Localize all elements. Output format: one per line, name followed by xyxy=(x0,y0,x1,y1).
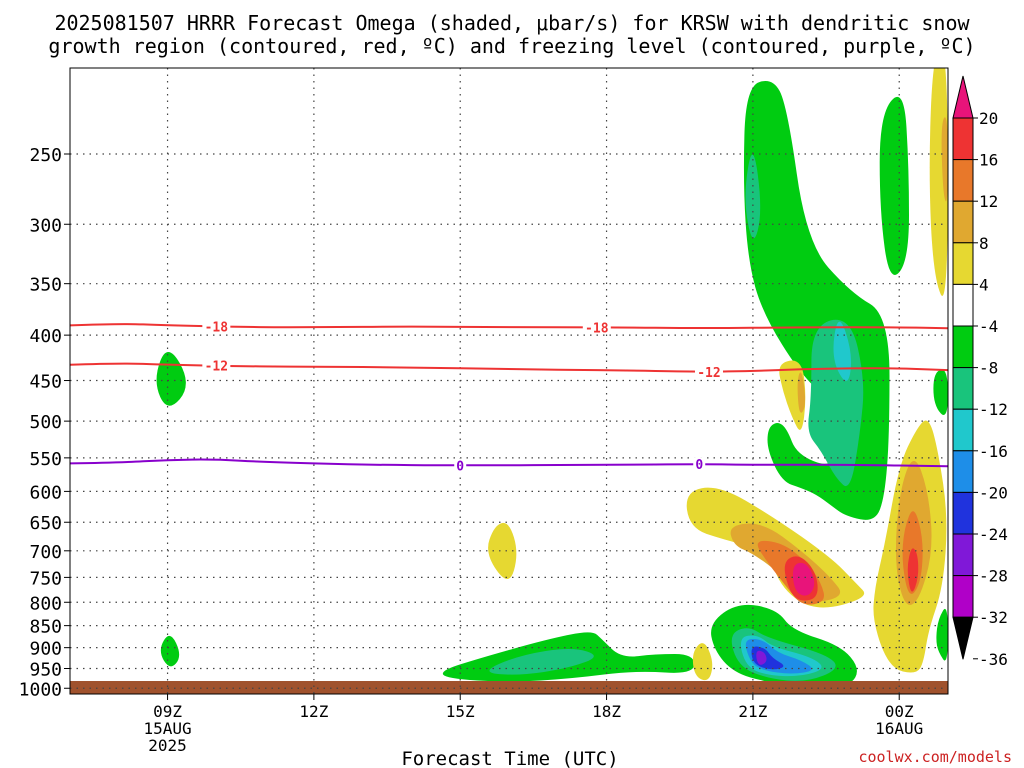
x-tick-label-00Z: 00Z xyxy=(885,702,914,721)
y-tick-label-550: 550 xyxy=(29,449,62,470)
y-tick-label-600: 600 xyxy=(29,482,62,503)
source-credit: coolwx.com/models xyxy=(858,748,1012,766)
y-tick-label-300: 300 xyxy=(29,215,62,236)
colorbar-label-12: 12 xyxy=(979,192,998,211)
x-tick-label-2025: 2025 xyxy=(148,736,187,755)
omega-area-24 xyxy=(907,548,919,592)
contour-label-bg xyxy=(694,364,723,379)
colorbar-top-arrow xyxy=(952,75,974,119)
contour-label-bg xyxy=(202,319,231,334)
colorbar-label-16: 16 xyxy=(979,151,998,170)
contour-label-bg xyxy=(693,457,706,472)
colorbar-label--16: -16 xyxy=(979,442,1008,461)
omega-area-9 xyxy=(833,321,852,381)
omega-area-1 xyxy=(160,635,180,667)
contour-label-bg xyxy=(582,320,611,335)
colorbar-label-8: 8 xyxy=(979,234,989,253)
x-tick-label-18Z: 18Z xyxy=(592,702,621,721)
x-tick-label-09Z: 09Z xyxy=(153,702,182,721)
colorbar-label--4: -4 xyxy=(979,317,998,336)
colorbar-legend: 20 16 12 8 4 -4 -8 -12 -16 -20 -24 -28 -32 -36 xyxy=(952,75,1008,669)
y-tick-label-350: 350 xyxy=(29,275,62,296)
omega-area-14 xyxy=(797,372,806,413)
colorbar-label--28: -28 xyxy=(979,567,1008,586)
y-tick-label-900: 900 xyxy=(29,639,62,660)
contour-label--18: -18 xyxy=(205,320,229,335)
colorbar-bin-10 xyxy=(952,491,974,535)
y-tick-label-500: 500 xyxy=(29,412,62,433)
chart-title-line-1: 2025081507 HRRR Forecast Omega (shaded, … xyxy=(54,11,970,35)
colorbar-bin-5 xyxy=(952,283,974,327)
x-tick-label-21Z: 21Z xyxy=(738,702,767,721)
omega-area-6 xyxy=(743,80,890,520)
pressure-axis: 2503003504004505005506006507007508008509… xyxy=(19,145,70,700)
omega-area-15 xyxy=(933,369,948,416)
y-tick-label-450: 450 xyxy=(29,372,62,393)
y-tick-label-650: 650 xyxy=(29,513,62,534)
x-tick-label-15Z: 15Z xyxy=(446,702,475,721)
omega-area-20 xyxy=(792,562,815,596)
x-tick-label-15AUG: 15AUG xyxy=(143,719,191,738)
omega-area-0 xyxy=(156,351,186,406)
omega-area-12 xyxy=(941,117,948,202)
omega-area-31 xyxy=(936,608,948,661)
x-axis-label: Forecast Time (UTC) xyxy=(401,748,618,768)
contour--18 xyxy=(70,323,948,330)
contour-label-bg xyxy=(454,458,467,473)
y-tick-label-950: 950 xyxy=(29,659,62,680)
grid-lines xyxy=(70,68,948,694)
y-tick-label-250: 250 xyxy=(29,145,62,166)
omega-area-2 xyxy=(488,522,517,579)
y-tick-label-400: 400 xyxy=(29,326,62,347)
contour-label-0: 0 xyxy=(695,458,703,473)
y-tick-label-700: 700 xyxy=(29,542,62,563)
colorbar-bin-3 xyxy=(952,200,974,244)
colorbar-label--36: -36 xyxy=(979,650,1008,669)
colorbar-bin-4 xyxy=(952,242,974,285)
colorbar-bin-2 xyxy=(952,159,974,202)
omega-area-10 xyxy=(879,96,909,276)
y-tick-label-850: 850 xyxy=(29,617,62,638)
colorbar-bin-12 xyxy=(952,575,974,618)
ground-surface xyxy=(70,681,948,694)
omega-area-7 xyxy=(745,154,761,239)
colorbar-bin-6 xyxy=(952,325,974,369)
colorbar-bin-7 xyxy=(952,367,974,410)
contour-labels: -18 -18 -12 -12 0 0 xyxy=(202,319,723,474)
colorbar-bin-1 xyxy=(952,117,974,161)
contour-label-bg xyxy=(202,358,231,373)
omega-area-5 xyxy=(692,643,713,681)
y-tick-label-750: 750 xyxy=(29,568,62,589)
contour-0 xyxy=(70,458,948,468)
colorbar-bin-9 xyxy=(952,450,974,493)
colorbar-label-20: 20 xyxy=(979,109,998,128)
contour-label-0: 0 xyxy=(456,459,464,474)
colorbar-label-4: 4 xyxy=(979,275,989,294)
chart-title-line-2: growth region (contoured, red, ºC) and f… xyxy=(48,34,975,58)
colorbar-label--24: -24 xyxy=(979,525,1008,544)
contour-label--12: -12 xyxy=(205,360,228,375)
colorbar-label--32: -32 xyxy=(979,608,1008,627)
colorbar-label--12: -12 xyxy=(979,400,1008,419)
y-tick-label-800: 800 xyxy=(29,593,62,614)
colorbar-label--8: -8 xyxy=(979,359,998,378)
colorbar-bin-8 xyxy=(952,408,974,452)
colorbar-label--20: -20 xyxy=(979,483,1008,502)
x-tick-label-16AUG: 16AUG xyxy=(875,719,923,738)
omega-area-4 xyxy=(489,649,594,675)
contour-label--18: -18 xyxy=(585,321,609,336)
y-tick-label-1000: 1000 xyxy=(19,679,62,700)
contour-label--12: -12 xyxy=(697,366,720,381)
colorbar-bottom-arrow xyxy=(952,616,974,660)
omega-area-30 xyxy=(756,650,767,665)
x-tick-label-12Z: 12Z xyxy=(299,702,328,721)
omega-shaded-areas xyxy=(156,68,948,688)
colorbar-bin-11 xyxy=(952,533,974,577)
